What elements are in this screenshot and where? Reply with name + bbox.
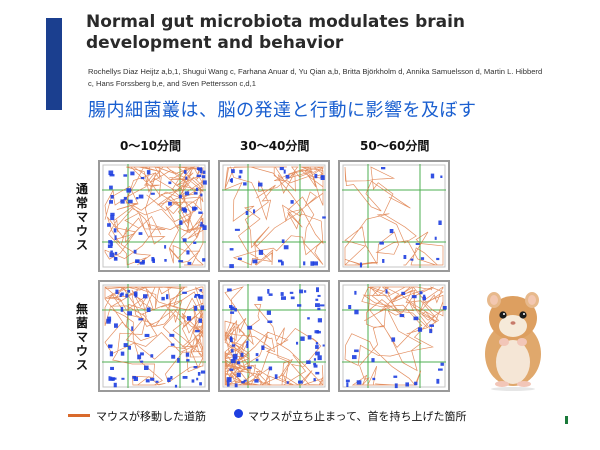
trajectory-panel bbox=[218, 160, 330, 272]
trajectory-panel bbox=[98, 280, 210, 392]
column-header: 0〜10分間 bbox=[120, 139, 182, 153]
hamster-photo bbox=[485, 292, 541, 391]
trajectory-panel bbox=[338, 160, 450, 272]
paper-title: Normal gut microbiota modulates brain de… bbox=[86, 12, 466, 53]
corner-mark bbox=[565, 416, 568, 424]
legend-path-label: マウスが移動した道筋 bbox=[96, 410, 206, 423]
legend-rearing-dot bbox=[234, 409, 243, 418]
paper-authors: Rochellys Diaz Heijtz a,b,1, Shugui Wang… bbox=[88, 67, 543, 88]
trajectory-panel bbox=[218, 280, 330, 392]
legend-rearing-label: マウスが立ち止まって、首を持ち上げた箇所 bbox=[248, 410, 467, 423]
trajectory-panel bbox=[338, 280, 450, 392]
column-header: 30〜40分間 bbox=[240, 139, 310, 153]
pnas-logo: PNAS bbox=[46, 18, 108, 110]
column-header: 50〜60分間 bbox=[360, 139, 430, 153]
legend-path-line bbox=[68, 414, 90, 417]
slide-title: 腸内細菌叢は、脳の発達と行動に影響を及ぼす bbox=[88, 100, 477, 121]
row-label: 通常マウス bbox=[75, 182, 88, 252]
row-label: 無菌マウス bbox=[75, 302, 88, 372]
trajectory-panel bbox=[98, 160, 210, 272]
